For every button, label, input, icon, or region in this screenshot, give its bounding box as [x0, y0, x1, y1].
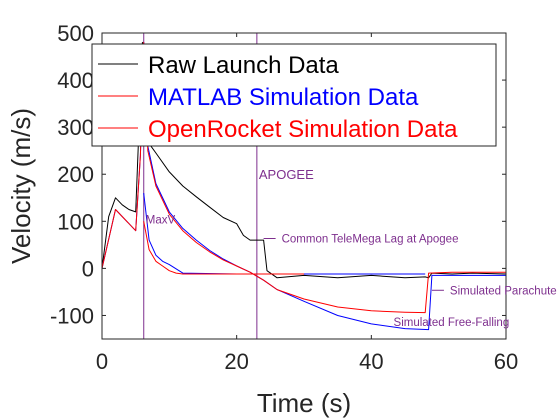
annotation-simulated-free-falling: Simulated Free-Falling — [394, 317, 510, 329]
y-tick-label: 500 — [57, 21, 94, 46]
x-axis-ticks: 0 20 40 60 — [96, 33, 518, 374]
x-tick-label: 20 — [224, 349, 248, 374]
y-tick-label: 400 — [57, 68, 94, 93]
y-tick-label: 200 — [57, 162, 94, 187]
y-tick-label: 0 — [82, 256, 94, 281]
legend-box — [91, 43, 497, 147]
legend: Raw Launch Data MATLAB Simulation Data O… — [91, 43, 497, 147]
y-tick-label: 100 — [57, 209, 94, 234]
series-line-3 — [143, 193, 426, 275]
x-tick-label: 60 — [494, 349, 518, 374]
series-line-0 — [102, 41, 506, 279]
legend-label-openrocket: OpenRocket Simulation Data — [148, 116, 458, 143]
marker-label-maxv: MaxV — [146, 215, 176, 227]
annotation-text: Common TeleMega Lag at Apogee — [282, 233, 459, 245]
y-axis-ticks: -100 0 100 200 300 400 500 — [50, 21, 506, 328]
marker-label-apogee: APOGEE — [259, 167, 314, 182]
legend-label-matlab: MATLAB Simulation Data — [148, 84, 419, 111]
legend-label-raw: Raw Launch Data — [148, 52, 339, 79]
y-axis-label: Velocity (m/s) — [6, 108, 36, 264]
series-line-4 — [143, 221, 304, 275]
annotation-text: Simulated Parachute — [450, 285, 557, 297]
annotation-simulated-parachute: Simulated Parachute — [431, 285, 557, 297]
x-tick-label: 0 — [96, 349, 108, 374]
y-tick-label: 300 — [57, 115, 94, 140]
annotation-telemega-lag: Common TeleMega Lag at Apogee — [263, 233, 459, 245]
x-tick-label: 40 — [359, 349, 383, 374]
axes-box — [101, 32, 507, 340]
annotation-text: Simulated Free-Falling — [394, 317, 510, 329]
x-axis-label: Time (s) — [257, 388, 351, 418]
y-tick-label: -100 — [50, 303, 94, 328]
